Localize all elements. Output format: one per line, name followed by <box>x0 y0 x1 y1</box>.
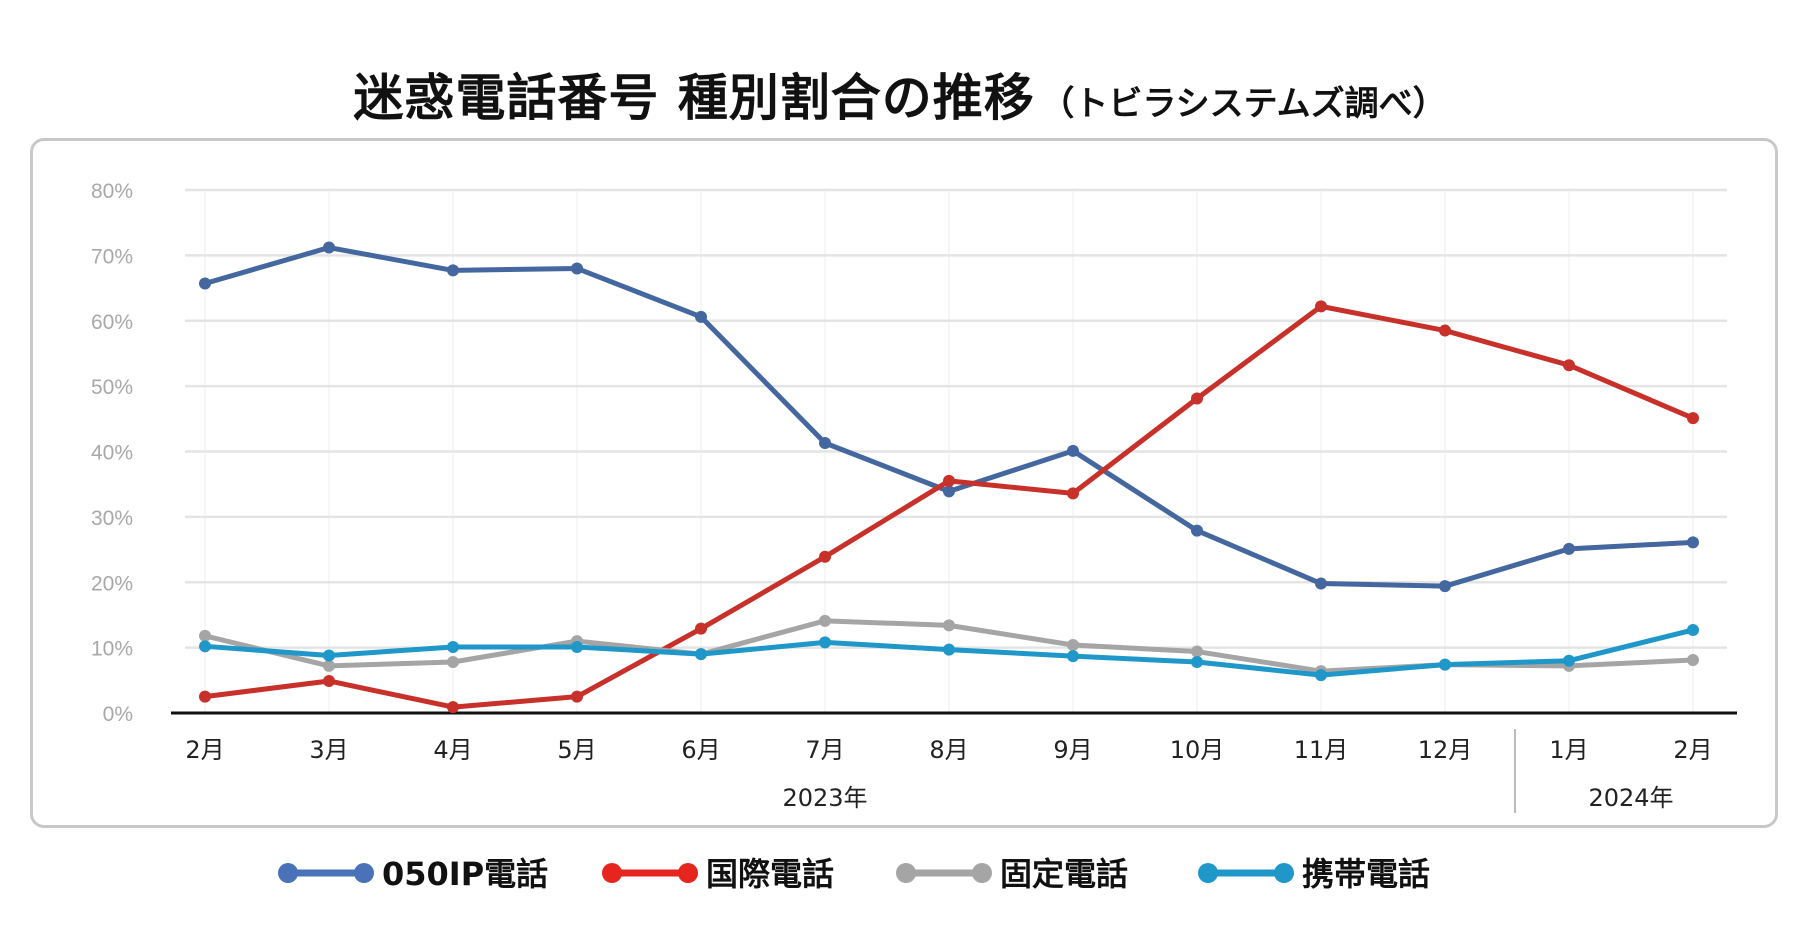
legend-marker <box>1274 863 1294 883</box>
data-point <box>943 474 955 487</box>
data-point <box>199 277 211 290</box>
data-point <box>695 310 707 323</box>
data-point <box>819 614 831 627</box>
y-tick-label: 50% <box>91 376 133 399</box>
x-tick-label: 3月 <box>309 736 348 764</box>
data-point <box>943 643 955 656</box>
data-point <box>1191 524 1203 537</box>
legend-label: 050IP電話 <box>382 855 548 893</box>
data-point <box>571 690 583 703</box>
legend-marker <box>602 863 622 883</box>
data-point <box>1067 650 1079 663</box>
data-point <box>819 550 831 563</box>
data-point <box>1067 487 1079 500</box>
data-point <box>199 629 211 642</box>
data-point <box>1687 623 1699 636</box>
y-tick-label: 10% <box>91 638 133 661</box>
data-point <box>1687 412 1699 425</box>
data-point <box>1191 392 1203 405</box>
data-point <box>199 640 211 653</box>
data-point <box>1315 577 1327 590</box>
data-point <box>695 622 707 635</box>
chart-title: 迷惑電話番号 種別割合の推移 （トビラシステムズ調べ） <box>0 58 1800 130</box>
year-label: 2023年 <box>782 784 867 812</box>
data-point <box>1315 669 1327 682</box>
x-tick-label: 7月 <box>805 736 844 764</box>
data-point <box>1563 654 1575 667</box>
data-point <box>199 690 211 703</box>
y-tick-label: 0% <box>103 703 133 726</box>
x-tick-label: 2月 <box>1673 736 1712 764</box>
data-point <box>943 485 955 498</box>
data-point <box>1067 444 1079 457</box>
legend-label: 固定電話 <box>1000 855 1128 893</box>
plot-panel <box>30 138 1778 828</box>
x-tick-label: 10月 <box>1170 736 1225 764</box>
y-tick-label: 20% <box>91 572 133 595</box>
y-tick-label: 70% <box>91 245 133 268</box>
data-point <box>1439 580 1451 593</box>
chart-title-main: 迷惑電話番号 種別割合の推移 <box>353 69 1035 127</box>
legend-label: 携帯電話 <box>1302 855 1430 893</box>
x-tick-label: 11月 <box>1294 736 1349 764</box>
data-point <box>1315 300 1327 313</box>
y-tick-label: 30% <box>91 507 133 530</box>
x-tick-label: 4月 <box>433 736 472 764</box>
data-point <box>1687 536 1699 549</box>
legend-marker <box>1198 863 1218 883</box>
chart-subtitle: （トビラシステムズ調べ） <box>1040 84 1447 124</box>
data-point <box>695 648 707 661</box>
x-tick-label: 8月 <box>929 736 968 764</box>
x-tick-label: 2月 <box>185 736 224 764</box>
y-tick-label: 80% <box>91 180 133 203</box>
data-point <box>1067 639 1079 652</box>
data-point <box>447 656 459 669</box>
legend-marker <box>278 863 298 883</box>
data-point <box>447 264 459 277</box>
data-point <box>819 437 831 450</box>
data-point <box>323 241 335 254</box>
year-label: 2024年 <box>1588 784 1673 812</box>
data-point <box>323 659 335 672</box>
x-tick-label: 1月 <box>1549 736 1588 764</box>
data-point <box>1563 359 1575 372</box>
legend-marker <box>896 863 916 883</box>
data-point <box>1687 654 1699 667</box>
x-tick-label: 12月 <box>1418 736 1473 764</box>
data-point <box>1563 542 1575 555</box>
x-tick-label: 6月 <box>681 736 720 764</box>
legend-label: 国際電話 <box>706 855 834 893</box>
data-point <box>323 674 335 687</box>
data-point <box>819 636 831 649</box>
data-point <box>571 262 583 275</box>
x-tick-label: 5月 <box>557 736 596 764</box>
legend-marker <box>678 863 698 883</box>
legend-marker <box>354 863 374 883</box>
x-tick-label: 9月 <box>1053 736 1092 764</box>
data-point <box>1439 658 1451 671</box>
data-point <box>447 640 459 653</box>
y-tick-label: 60% <box>91 311 133 334</box>
data-point <box>1439 324 1451 337</box>
y-tick-label: 40% <box>91 442 133 465</box>
data-point <box>1191 656 1203 669</box>
data-point <box>943 619 955 632</box>
legend-marker <box>972 863 992 883</box>
data-point <box>571 640 583 653</box>
data-point <box>447 701 459 714</box>
data-point <box>1191 645 1203 658</box>
data-point <box>323 649 335 662</box>
